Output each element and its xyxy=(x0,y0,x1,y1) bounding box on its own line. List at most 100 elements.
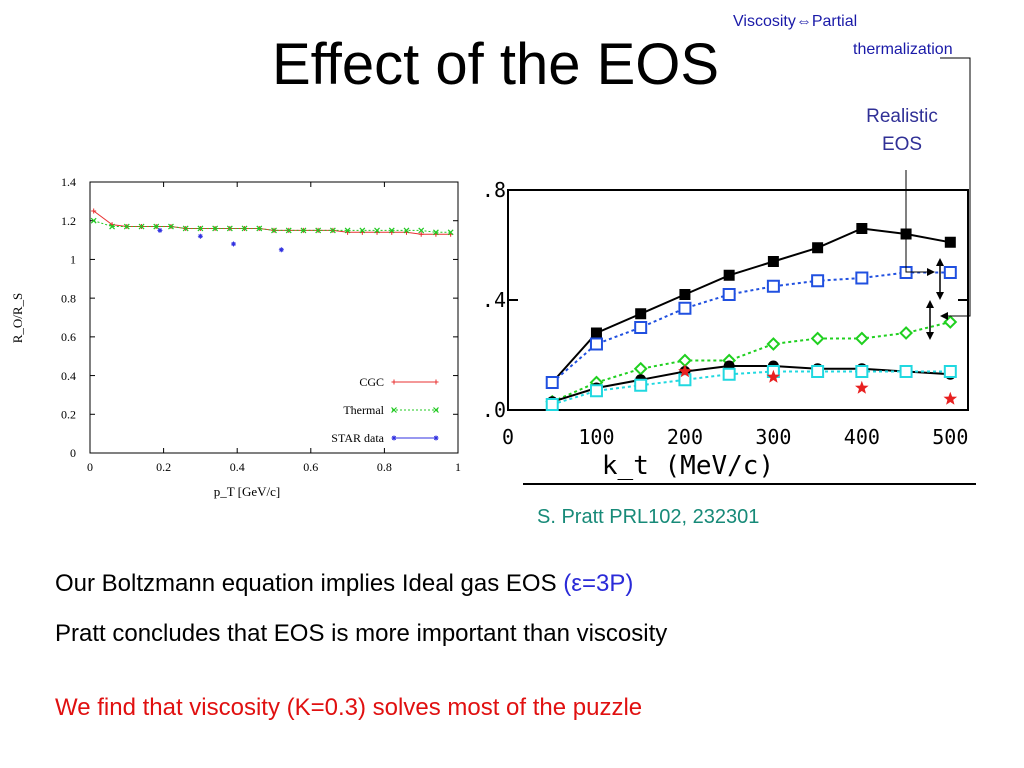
y-tick-label: 0.6 xyxy=(61,330,76,344)
viscosity-annotation: Viscosity⇔Partial xyxy=(733,13,858,30)
left-chart: 0 0.2 0.4 0.6 0.8 1 1.2 1.4 0 0.2 0.4 0.6 0.8 1 CGC T… xyxy=(10,175,461,499)
legend-label: CGC xyxy=(359,375,384,389)
data-point xyxy=(344,227,351,234)
reference-citation: S. Pratt PRL102, 232301 xyxy=(537,506,760,528)
legend-marker xyxy=(433,407,439,413)
y-tick-label: 0.8 xyxy=(61,291,76,305)
data-point xyxy=(589,384,603,398)
x-tick-label: 0 xyxy=(87,460,93,474)
data-point xyxy=(374,227,380,234)
data-point xyxy=(811,274,825,288)
data-point xyxy=(182,225,189,232)
data-point xyxy=(545,398,559,411)
series-star-data xyxy=(157,227,284,253)
data-point xyxy=(634,321,648,334)
data-point xyxy=(231,241,237,247)
text-line-2: Pratt concludes that EOS is more importa… xyxy=(55,620,668,647)
data-point xyxy=(679,289,691,300)
data-point xyxy=(109,223,116,230)
data-point xyxy=(403,227,410,234)
text-line-1: Our Boltzmann equation implies Ideal gas… xyxy=(55,570,633,598)
series-5 xyxy=(678,364,958,405)
eos-annotation-line1: Realistic xyxy=(866,106,938,127)
y-tick-label: 1.2 xyxy=(61,214,76,228)
data-point xyxy=(812,242,824,254)
x-tick-label: 100 xyxy=(578,425,614,449)
data-point xyxy=(315,227,322,234)
legend-marker xyxy=(391,435,397,441)
data-point xyxy=(271,227,277,234)
data-point xyxy=(634,378,648,392)
data-point xyxy=(123,223,130,230)
data-point xyxy=(359,227,366,234)
data-point xyxy=(855,271,869,285)
data-point xyxy=(854,331,869,346)
data-point xyxy=(168,223,174,230)
y-tick-label: .4 xyxy=(482,288,506,312)
data-point xyxy=(722,367,736,381)
x-tick-label: 0.6 xyxy=(303,460,318,474)
x-tick-label: 400 xyxy=(844,425,880,449)
y-tick-label: 0.2 xyxy=(61,407,76,421)
legend-marker xyxy=(391,379,397,385)
data-point xyxy=(899,365,913,378)
data-point xyxy=(256,225,263,232)
data-point xyxy=(300,227,307,234)
data-point xyxy=(285,227,292,234)
data-point xyxy=(329,227,336,234)
thermalization-annotation: thermalization xyxy=(853,41,953,58)
x-tick-label: 1 xyxy=(455,460,461,474)
data-point xyxy=(590,327,602,339)
data-point xyxy=(678,301,692,315)
data-point xyxy=(856,223,868,234)
x-tick-label: 0.4 xyxy=(230,460,245,474)
x-tick-label: 0 xyxy=(502,425,514,449)
data-point xyxy=(432,229,439,236)
data-point xyxy=(678,364,692,378)
eos-annotation-line2: EOS xyxy=(881,134,923,155)
data-point xyxy=(811,365,825,378)
data-point xyxy=(212,225,219,232)
left-plot-frame xyxy=(89,181,459,454)
data-point xyxy=(900,228,912,240)
data-point xyxy=(855,365,869,378)
data-point xyxy=(635,308,647,320)
y-tick-label: 0 xyxy=(70,446,76,460)
series-line xyxy=(551,321,951,403)
data-point xyxy=(766,279,780,293)
data-point xyxy=(153,223,160,230)
legend-marker xyxy=(433,379,439,385)
y-tick-label: 1 xyxy=(70,253,76,267)
y-tick-label: .0 xyxy=(482,398,506,422)
data-point xyxy=(722,288,736,301)
y-tick-label: 0.4 xyxy=(61,369,76,383)
data-point xyxy=(766,369,781,383)
data-point xyxy=(943,365,957,378)
y-tick-label: 1.4 xyxy=(61,175,76,189)
data-point xyxy=(766,337,781,351)
series-line xyxy=(551,370,951,406)
series-line xyxy=(551,365,951,403)
x-tick-label: 200 xyxy=(667,425,703,449)
data-point xyxy=(545,376,559,389)
data-point xyxy=(944,236,956,248)
data-point xyxy=(447,229,454,236)
page-title: Effect of the EOS xyxy=(272,32,720,97)
data-point xyxy=(589,337,603,351)
left-x-axis-label: p_T [GeV/c] xyxy=(214,484,281,499)
right-plot-frame xyxy=(507,189,969,411)
data-point xyxy=(943,266,957,279)
legend-label: Thermal xyxy=(343,403,384,417)
data-point xyxy=(278,247,284,253)
data-point xyxy=(418,231,424,237)
data-point xyxy=(855,380,869,394)
legend-label: STAR data xyxy=(331,431,384,445)
right-x-axis-label: k_t (MeV/c) xyxy=(602,451,774,481)
legend-marker xyxy=(391,407,397,413)
data-point xyxy=(810,331,825,346)
series-line xyxy=(551,227,951,384)
x-tick-label: 300 xyxy=(755,425,791,449)
data-point xyxy=(197,233,203,239)
data-point xyxy=(418,227,425,234)
x-tick-label: 500 xyxy=(932,425,968,449)
